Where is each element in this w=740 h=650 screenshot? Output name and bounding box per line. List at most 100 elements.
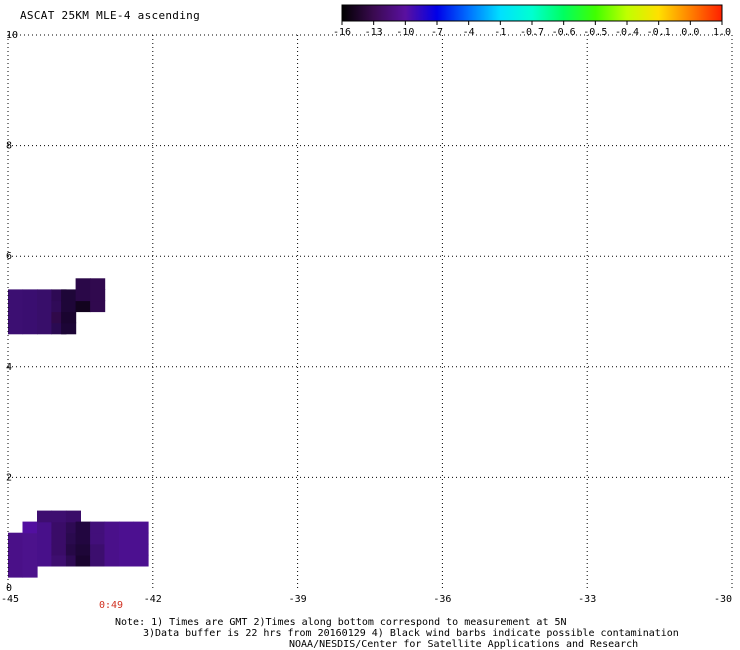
longitude-tick-label: -30 (714, 594, 732, 605)
swath-cell (37, 532, 53, 545)
swath-cell (51, 322, 67, 335)
longitude-tick-label: -42 (144, 594, 162, 605)
swath-cell (37, 289, 53, 302)
swath-cell (37, 543, 53, 556)
swath-cell (22, 289, 38, 302)
swath-cell (8, 300, 24, 313)
note-line-1: Note: 1) Times are GMT 2)Times along bot… (115, 617, 567, 628)
colorbar: -16 -13 -10 -7 -4 -1 -0.7 -0.6 -0.5 -0.4 -0.1 0.0 1.… (333, 4, 731, 38)
swath-cell (75, 289, 91, 302)
swath-cell (22, 565, 38, 578)
swath-cell (133, 554, 149, 567)
swath-cell (119, 521, 135, 534)
colorbar-tick-label: -7 (431, 27, 443, 38)
swath-cell (133, 543, 149, 556)
swath-cell (51, 289, 67, 302)
swath-cell (51, 300, 67, 313)
swath-cell (51, 543, 67, 556)
swath-cell (90, 278, 106, 290)
swath-cell (51, 311, 67, 324)
swath-cell (75, 278, 91, 290)
swath-cell (104, 543, 120, 556)
lat-lon-grid (7, 34, 733, 588)
swath-cell (61, 289, 77, 302)
colorbar-tick-label: -0.5 (583, 27, 607, 38)
swath-cell (90, 543, 106, 556)
latitude-tick-label: 8 (6, 141, 12, 152)
swath-cell (90, 289, 106, 302)
swath-cell (75, 532, 91, 545)
swath-cell (37, 554, 53, 567)
swath-cell (133, 521, 149, 534)
swath-cell (37, 322, 53, 335)
swath-cell (37, 510, 53, 523)
swath-cell (133, 532, 149, 545)
colorbar-tick-label: -0.7 (520, 27, 544, 38)
map-title: ASCAT 25KM MLE-4 ascending (20, 9, 200, 22)
swath-cell (8, 543, 24, 556)
latitude-tick-label: 4 (6, 362, 12, 373)
latitude-tick-label: 6 (6, 251, 12, 262)
swath-cell (22, 543, 38, 556)
swath-cell (37, 311, 53, 324)
swath-cell (90, 532, 106, 545)
pass-time-label: 0:49 (99, 600, 124, 611)
swath-cell (119, 532, 135, 545)
colorbar-tick-label: -0.1 (647, 27, 671, 38)
latitude-tick-label: 10 (6, 30, 18, 41)
colorbar-tick-label: -16 (333, 27, 351, 38)
colorbar-tick-label: 1.0 (713, 27, 731, 38)
latitude-tick-label: 0 (6, 583, 12, 594)
swath-cell (119, 554, 135, 567)
swath-cell (65, 543, 81, 556)
swath-cell (104, 521, 120, 534)
swath-cell (65, 532, 81, 545)
swath-cell (8, 322, 24, 335)
swath-cell (8, 565, 24, 578)
swath-cell (119, 543, 135, 556)
swath-cell (51, 554, 67, 567)
swath-cell (51, 521, 67, 534)
swath-cell (75, 554, 91, 567)
swath-cell (22, 554, 38, 567)
swath-cell (75, 300, 91, 313)
colorbar-tick-label: -0.6 (552, 27, 576, 38)
latitude-tick-label: 2 (6, 472, 12, 483)
swath-cell (65, 521, 81, 534)
swath-cell (8, 554, 24, 567)
swath-cell (61, 311, 77, 324)
swath-cell (8, 532, 24, 545)
swath-cell (37, 300, 53, 313)
longitude-tick-label: -33 (578, 594, 596, 605)
note-line-3: NOAA/NESDIS/Center for Satellite Applica… (289, 639, 639, 650)
swath-cell (8, 311, 24, 324)
swath-cell (22, 300, 38, 313)
colorbar-tick-label: -4 (463, 27, 475, 38)
colorbar-tick-label: -0.4 (615, 27, 639, 38)
scatterometer-swath (8, 278, 149, 578)
swath-cell (65, 554, 81, 567)
swath-cell (90, 521, 106, 534)
colorbar-tick-label: -1 (494, 27, 506, 38)
longitude-tick-label: -45 (1, 594, 19, 605)
colorbar-tick-label: -13 (365, 27, 383, 38)
swath-cell (22, 521, 38, 534)
swath-cell (22, 311, 38, 324)
swath-cell (51, 510, 67, 523)
swath-cell (90, 300, 106, 313)
swath-cell (75, 521, 91, 534)
colorbar-tick-label: -10 (396, 27, 414, 38)
swath-cell (37, 521, 53, 534)
swath-cell (51, 532, 67, 545)
swath-cell (22, 532, 38, 545)
swath-cell (90, 554, 106, 567)
longitude-tick-label: -36 (433, 594, 451, 605)
swath-cell (75, 543, 91, 556)
swath-cell (8, 289, 24, 302)
swath-cell (104, 532, 120, 545)
swath-cell (65, 510, 81, 523)
colorbar-ramp (341, 4, 723, 22)
longitude-tick-label: -39 (289, 594, 307, 605)
